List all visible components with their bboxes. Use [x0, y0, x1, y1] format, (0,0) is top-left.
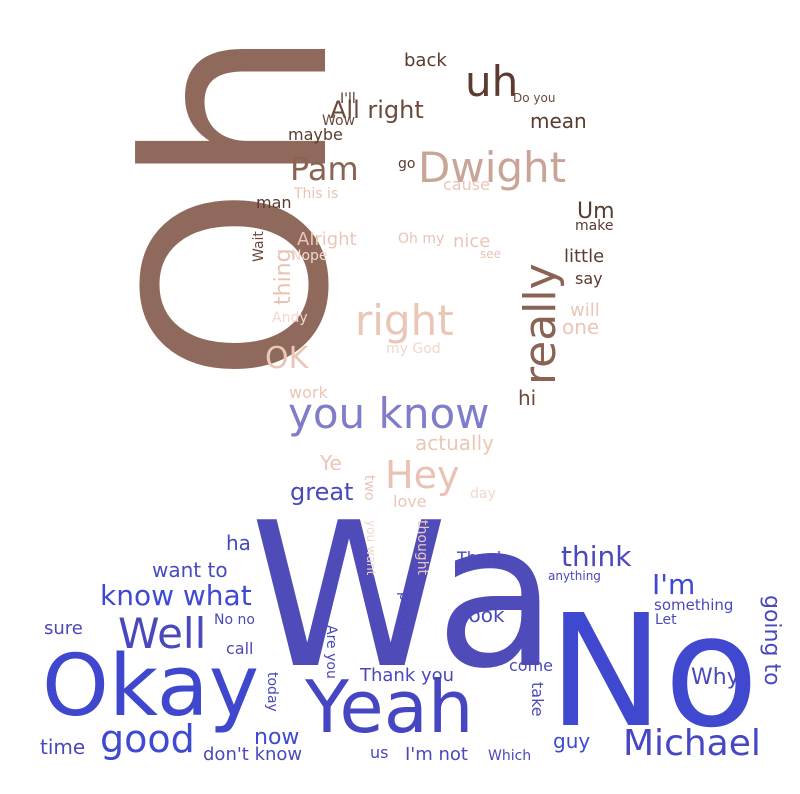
word-two: two — [361, 475, 377, 501]
word-wow: Wow — [322, 113, 355, 129]
word-people: people — [396, 592, 412, 639]
word-um: Um — [577, 199, 615, 224]
word-all-right: All right — [330, 96, 424, 124]
word-this-is: This is — [293, 186, 338, 202]
word-why: Why — [691, 665, 740, 690]
word-i-ll: I'll — [340, 91, 356, 107]
word-dwight: Dwight — [418, 143, 566, 192]
word-no-no: No no — [214, 612, 255, 628]
word-us: us — [370, 743, 388, 762]
word-anything: anything — [548, 569, 601, 583]
word-make: make — [575, 218, 613, 234]
word-michael: Michael — [623, 723, 761, 764]
word-mean: mean — [530, 109, 587, 133]
word-pam: Pam — [290, 150, 359, 188]
word-ye: Ye — [319, 451, 342, 475]
word-good: good — [100, 717, 195, 761]
word-are-you: Are you — [323, 625, 339, 679]
word-do-you: Do you — [513, 91, 555, 105]
word-uh: uh — [465, 57, 518, 106]
word-come: come — [509, 656, 553, 675]
word-hey: Hey — [385, 453, 459, 497]
word-actually: actually — [415, 431, 494, 455]
word-look: look — [463, 603, 505, 627]
word-know-what: know what — [100, 579, 252, 612]
word-man: man — [256, 193, 292, 212]
word-you-want: you want — [364, 520, 378, 576]
word-my-god: my God — [386, 341, 441, 357]
word-no: No — [548, 581, 759, 762]
word-going-to: going to — [759, 595, 784, 686]
word-say: say — [575, 269, 603, 288]
word-oh: Oh — [93, 28, 384, 383]
word-okay: Okay — [42, 637, 259, 736]
word-thought: thought — [414, 520, 430, 576]
word-well: Well — [118, 609, 206, 658]
word-call: call — [226, 639, 254, 658]
word-wa: Wa — [250, 480, 558, 713]
word-right: right — [355, 296, 454, 345]
word-think: think — [561, 540, 632, 573]
word-nice: nice — [453, 231, 490, 252]
word-thing: thing — [271, 248, 296, 305]
word-something: something — [654, 596, 733, 614]
word-don-t-know: don't know — [203, 744, 302, 765]
word-thank-you: Thank you — [359, 665, 454, 686]
word-let: Let — [655, 612, 677, 628]
word-cause: cause — [443, 175, 490, 194]
word-you-know: you know — [288, 389, 490, 438]
word-maybe: maybe — [288, 125, 343, 144]
word-will: will — [570, 300, 600, 321]
word-thank: Thank — [456, 548, 507, 567]
word-today: today — [264, 672, 280, 712]
word-time: time — [40, 735, 85, 759]
word-back: back — [404, 50, 447, 71]
word-ok: OK — [265, 341, 310, 376]
word-great: great — [290, 478, 353, 506]
word-guy: guy — [553, 729, 590, 753]
word-take: take — [528, 682, 547, 717]
word-now: now — [254, 725, 299, 750]
word-sure: sure — [44, 618, 83, 639]
word-which: Which — [488, 748, 531, 764]
word-go: go — [398, 156, 415, 172]
word-see: see — [480, 247, 501, 261]
word-andy: Andy — [272, 310, 308, 326]
word-yeah: Yeah — [304, 665, 473, 749]
word-love: love — [393, 492, 427, 511]
word-little: little — [564, 246, 604, 267]
word-i-m-not: I'm not — [405, 744, 468, 765]
word-work: work — [289, 383, 328, 402]
word-really: really — [515, 263, 566, 385]
word-day: day — [470, 486, 496, 502]
word-oh-my: Oh my — [398, 231, 444, 247]
word-one: one — [562, 315, 599, 339]
word-i-m: I'm — [652, 568, 695, 601]
word-wait: Wait — [251, 231, 267, 262]
word-want-to: want to — [152, 558, 228, 582]
word-nope: Nope — [291, 248, 328, 264]
word-ha: ha — [226, 531, 251, 555]
word-alright: Alright — [297, 229, 357, 250]
word-hi: hi — [518, 386, 536, 410]
